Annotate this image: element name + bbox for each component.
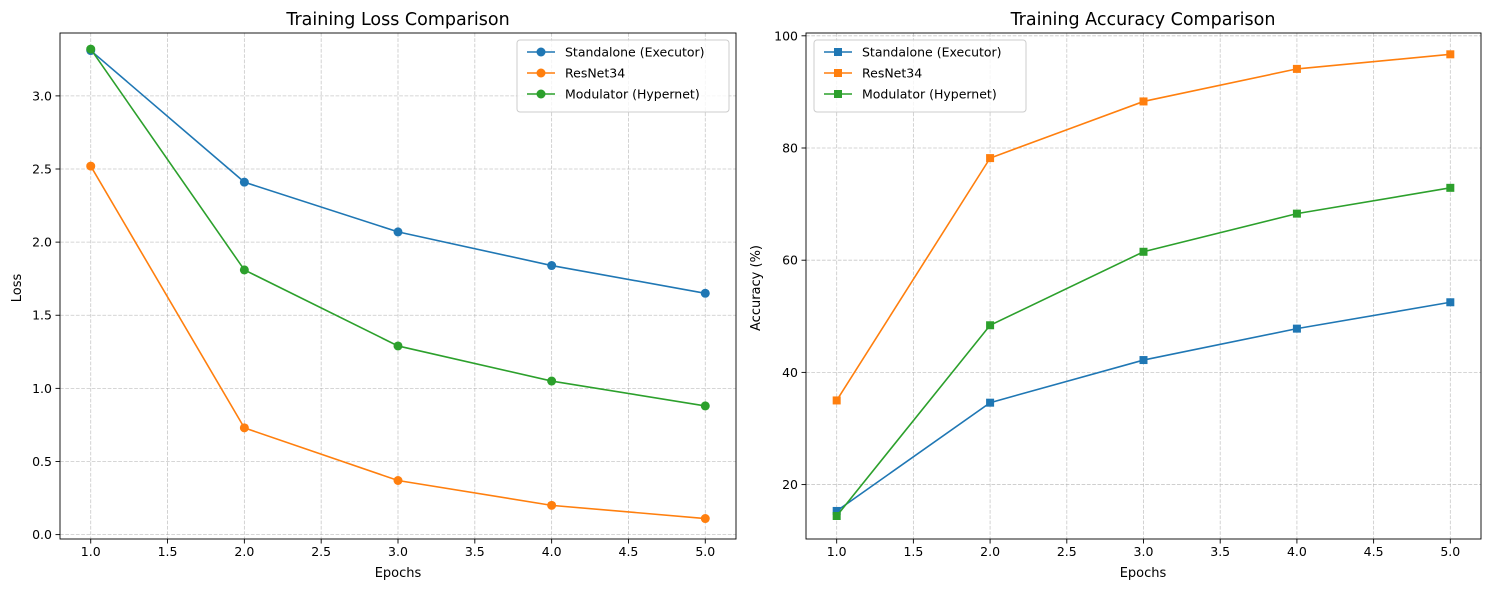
accuracy-data-point <box>832 512 841 520</box>
accuracy-legend-marker <box>834 69 842 77</box>
loss-y-tick-label: 3.0 <box>32 88 52 103</box>
loss-data-point <box>393 476 403 486</box>
loss-data-point <box>239 177 249 187</box>
loss-data-point <box>547 261 557 271</box>
loss-legend-marker <box>536 47 546 57</box>
loss-data-point <box>239 265 249 275</box>
accuracy-legend-label: Modulator (Hypernet) <box>862 87 997 102</box>
loss-legend-label: ResNet34 <box>565 66 625 81</box>
accuracy-legend: Standalone (Executor) ResNet34 Modulator (… <box>813 39 1027 113</box>
accuracy-data-point <box>832 506 841 515</box>
accuracy-data-point <box>1292 64 1301 73</box>
accuracy-data-point <box>1139 97 1148 106</box>
loss-chart-xlabel: Epochs <box>375 566 422 581</box>
accuracy-x-tick-label: 1.5 <box>903 544 923 559</box>
accuracy-data-point <box>1446 298 1455 307</box>
loss-data-point <box>86 44 96 54</box>
accuracy-x-tick-label: 5.0 <box>1440 544 1460 559</box>
accuracy-y-tick-label: 60 <box>782 253 798 268</box>
loss-data-point <box>393 227 403 237</box>
accuracy-data-point <box>1292 209 1301 218</box>
loss-legend-label: Modulator (Hypernet) <box>565 87 700 102</box>
accuracy-data-point <box>1139 356 1148 365</box>
loss-y-tick-label: 1.5 <box>32 308 52 323</box>
loss-x-tick-label: 3.5 <box>465 544 485 559</box>
accuracy-legend-marker <box>834 90 842 98</box>
accuracy-data-point <box>1446 50 1455 59</box>
accuracy-data-point <box>986 154 995 163</box>
loss-data-point <box>547 500 557 510</box>
loss-chart-ylabel: Loss <box>10 274 25 303</box>
accuracy-legend-marker <box>834 48 842 56</box>
accuracy-data-point <box>1139 247 1148 256</box>
accuracy-chart-panel: Training Accuracy Comparison Epochs Accu… <box>749 10 1482 581</box>
accuracy-x-tick-label: 3.0 <box>1134 544 1154 559</box>
accuracy-y-tick-label: 100 <box>774 28 798 43</box>
loss-legend-label: Standalone (Executor) <box>565 45 705 60</box>
loss-x-tick-label: 2.5 <box>311 544 331 559</box>
accuracy-y-tick-label: 80 <box>782 141 798 156</box>
loss-data-point <box>393 341 403 351</box>
accuracy-x-tick-label: 3.5 <box>1210 544 1230 559</box>
accuracy-chart-xlabel: Epochs <box>1120 566 1167 581</box>
loss-data-point <box>547 376 557 386</box>
loss-y-tick-label: 2.0 <box>32 235 52 250</box>
loss-data-point <box>700 514 710 524</box>
accuracy-legend-box <box>813 39 1027 113</box>
loss-legend: Standalone (Executor) ResNet34 Modulator (… <box>516 39 730 113</box>
accuracy-data-point <box>986 321 995 330</box>
loss-x-tick-label: 4.5 <box>619 544 639 559</box>
loss-x-tick-label: 1.5 <box>158 544 178 559</box>
accuracy-x-tick-label: 2.5 <box>1057 544 1077 559</box>
loss-legend-box <box>516 39 730 113</box>
loss-data-point <box>700 288 710 298</box>
loss-x-tick-label: 4.0 <box>542 544 562 559</box>
loss-chart-title: Training Loss Comparison <box>285 10 509 30</box>
accuracy-x-tick-label: 4.0 <box>1287 544 1307 559</box>
accuracy-chart-title: Training Accuracy Comparison <box>1010 10 1276 30</box>
accuracy-data-point <box>832 396 841 405</box>
accuracy-y-tick-label: 40 <box>782 365 798 380</box>
accuracy-legend-label: ResNet34 <box>862 66 922 81</box>
loss-legend-marker <box>536 89 546 99</box>
accuracy-chart-ylabel: Accuracy (%) <box>749 245 764 331</box>
loss-chart-panel: Training Loss Comparison Epochs Loss 1.0… <box>10 10 737 581</box>
loss-x-tick-label: 3.0 <box>388 544 408 559</box>
loss-x-tick-label: 1.0 <box>81 544 101 559</box>
loss-y-tick-label: 0.5 <box>32 454 52 469</box>
accuracy-data-point <box>986 398 995 407</box>
loss-legend-marker <box>536 68 546 78</box>
loss-data-point <box>86 161 96 171</box>
loss-data-point <box>700 401 710 411</box>
loss-x-tick-label: 2.0 <box>234 544 254 559</box>
accuracy-x-tick-label: 2.0 <box>980 544 1000 559</box>
loss-y-tick-label: 1.0 <box>32 381 52 396</box>
loss-y-tick-label: 0.0 <box>32 527 52 542</box>
accuracy-x-tick-label: 1.0 <box>827 544 847 559</box>
accuracy-data-point <box>1292 324 1301 333</box>
accuracy-legend-label: Standalone (Executor) <box>862 45 1002 60</box>
loss-data-point <box>239 423 249 433</box>
accuracy-y-tick-label: 20 <box>782 477 798 492</box>
loss-y-tick-label: 2.5 <box>32 162 52 177</box>
accuracy-data-point <box>1446 183 1455 192</box>
accuracy-x-tick-label: 4.5 <box>1364 544 1384 559</box>
loss-x-tick-label: 5.0 <box>695 544 715 559</box>
